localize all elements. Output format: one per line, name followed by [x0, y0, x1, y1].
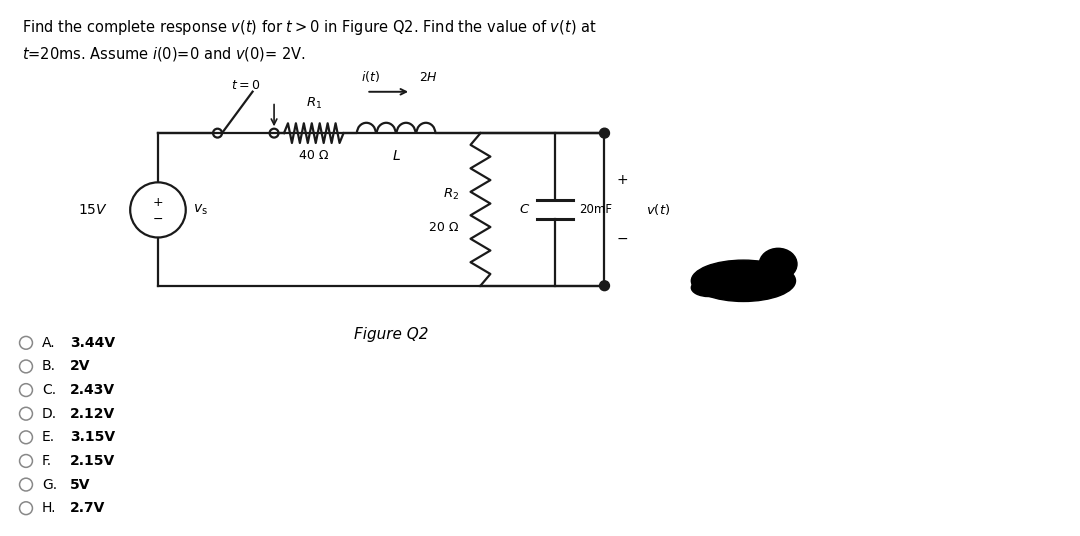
Text: 2.12V: 2.12V: [69, 407, 114, 421]
Text: +: +: [617, 173, 629, 187]
Text: 2.43V: 2.43V: [69, 383, 114, 397]
Text: +: +: [152, 196, 163, 209]
Text: H.: H.: [42, 501, 56, 515]
Text: 3.44V: 3.44V: [69, 336, 114, 350]
Text: Figure Q2: Figure Q2: [354, 327, 429, 342]
Text: 3.15V: 3.15V: [69, 430, 114, 444]
Text: G.: G.: [42, 478, 57, 492]
Text: D.: D.: [42, 407, 57, 421]
Text: 2.15V: 2.15V: [69, 454, 114, 468]
Text: $15V$: $15V$: [79, 203, 108, 217]
Text: $2H$: $2H$: [419, 71, 438, 84]
Text: A.: A.: [42, 336, 55, 350]
Text: E.: E.: [42, 430, 55, 444]
Text: C.: C.: [42, 383, 56, 397]
Circle shape: [599, 281, 609, 291]
Circle shape: [599, 128, 609, 138]
Text: $t = 0$: $t = 0$: [231, 79, 260, 92]
Text: −: −: [617, 232, 629, 246]
Text: 20mF: 20mF: [579, 203, 611, 216]
Text: $v(t)$: $v(t)$: [646, 202, 671, 217]
Text: 2V: 2V: [69, 360, 90, 374]
Text: 2.7V: 2.7V: [69, 501, 105, 515]
Text: $R_1$: $R_1$: [306, 96, 322, 111]
Text: B.: B.: [42, 360, 56, 374]
Text: −: −: [152, 213, 163, 226]
Text: 20 Ω: 20 Ω: [429, 221, 459, 234]
Text: $t$=20ms. Assume $i(0)$=0 and $v(0)$= 2V.: $t$=20ms. Assume $i(0)$=0 and $v(0)$= 2V…: [22, 44, 306, 63]
Text: $C$: $C$: [518, 203, 530, 216]
Text: F.: F.: [42, 454, 52, 468]
Text: $L$: $L$: [392, 149, 401, 163]
Ellipse shape: [691, 260, 796, 301]
Text: $i(t)$: $i(t)$: [362, 69, 380, 84]
Text: $v_\mathrm{s}$: $v_\mathrm{s}$: [192, 203, 207, 217]
Text: Find the complete response $v(t)$ for $t > 0$ in Figure Q2. Find the value of $v: Find the complete response $v(t)$ for $t…: [22, 18, 597, 37]
Ellipse shape: [691, 279, 726, 296]
Text: $R_2$: $R_2$: [443, 187, 459, 202]
Text: 40 Ω: 40 Ω: [299, 149, 328, 162]
Ellipse shape: [759, 248, 797, 280]
Text: 5V: 5V: [69, 478, 90, 492]
